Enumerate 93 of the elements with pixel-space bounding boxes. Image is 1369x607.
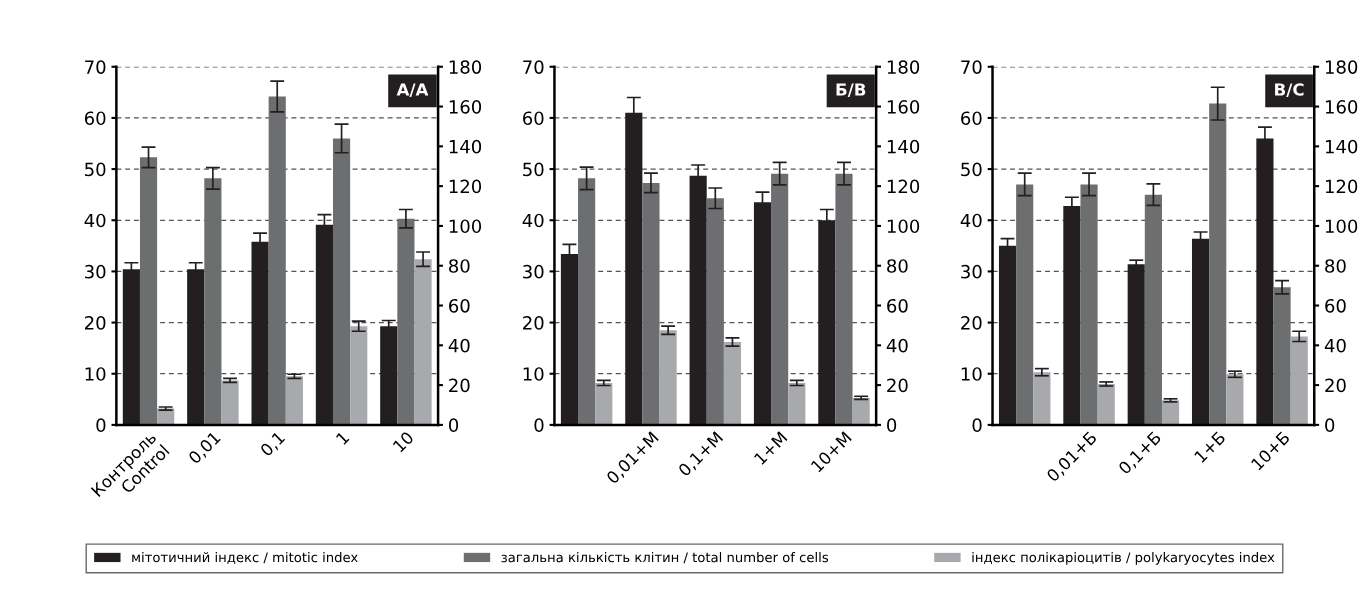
bar	[659, 330, 677, 425]
y2-tick-label: 40	[1324, 338, 1346, 353]
y2-tick-label: 100	[1325, 219, 1358, 234]
y-tick-label: 10	[961, 367, 982, 381]
y-tick-label: 40	[522, 213, 544, 228]
bar	[1033, 372, 1051, 425]
y2-tick-label: 180	[449, 60, 482, 74]
bar	[397, 218, 415, 425]
y2-tick-label: 0	[887, 418, 897, 433]
y-tick-label: 70	[523, 60, 544, 74]
bar	[268, 96, 286, 425]
y-tick-label: 0	[96, 418, 106, 433]
bar	[139, 157, 158, 425]
y2-tick-label: 140	[449, 139, 482, 154]
y2-tick-label: 100	[887, 219, 920, 234]
y2-tick-label: 160	[449, 100, 482, 114]
y2-tick-label: 120	[1325, 179, 1358, 194]
bar	[221, 380, 239, 425]
y-tick-label: 40	[84, 213, 106, 228]
y-tick-label: 70	[961, 60, 982, 74]
y2-tick-label: 160	[887, 100, 920, 114]
y2-tick-label: 180	[887, 60, 920, 74]
y2-tick-label: 140	[1325, 139, 1358, 154]
bar	[642, 182, 660, 425]
bar	[1144, 194, 1162, 425]
bar	[285, 376, 303, 425]
y2-tick-label: 80	[887, 259, 908, 273]
y-tick-label: 30	[85, 264, 106, 279]
y-tick-label: 60	[523, 111, 544, 126]
annotation: В/С	[1275, 83, 1304, 98]
y2-tick-label: 120	[887, 179, 920, 194]
x-tick-label: 1	[335, 431, 350, 445]
y2-tick-label: 20	[887, 378, 908, 393]
y-tick-label: 50	[523, 162, 544, 177]
y2-tick-label: 100	[449, 219, 482, 234]
y2-tick-label: 80	[449, 259, 470, 273]
y-tick-label: 20	[84, 316, 106, 330]
y2-tick-label: 20	[1325, 378, 1346, 393]
bar	[1080, 184, 1098, 425]
bar	[595, 382, 613, 425]
y2-tick-label: 160	[1325, 100, 1358, 114]
y-tick-label: 0	[534, 418, 544, 433]
y2-tick-label: 120	[449, 179, 482, 194]
bar	[578, 178, 596, 425]
y-tick-label: 30	[961, 264, 982, 279]
y2-tick-label: 80	[1325, 259, 1346, 273]
x-tick-label: 10	[392, 430, 415, 453]
bar	[204, 178, 222, 425]
bar	[332, 138, 351, 425]
y2-tick-label: 60	[1325, 298, 1346, 313]
y-tick-label: 30	[523, 264, 544, 279]
bar	[771, 173, 789, 425]
y-tick-label: 10	[85, 367, 106, 381]
y2-tick-label: 40	[886, 338, 908, 353]
bar	[835, 173, 853, 425]
bar	[1161, 400, 1180, 425]
bar	[723, 342, 742, 425]
bar	[350, 326, 368, 425]
bar	[1290, 336, 1308, 425]
y-tick-label: 10	[523, 367, 544, 381]
bar	[1097, 383, 1115, 425]
y2-tick-label: 60	[887, 298, 908, 313]
annotation: A/A	[396, 83, 429, 98]
x-tick-label: 0,1	[259, 431, 287, 459]
bar	[414, 259, 432, 425]
annotation: Б/В	[836, 83, 866, 98]
y2-tick-label: 0	[1325, 418, 1335, 433]
y2-tick-label: 60	[449, 298, 470, 313]
bar	[1273, 287, 1291, 425]
y2-tick-label: 40	[448, 338, 470, 353]
bar	[1127, 264, 1145, 425]
y2-tick-label: 180	[1325, 60, 1358, 74]
bar	[1016, 184, 1034, 425]
y-tick-label: 40	[960, 213, 982, 228]
y-tick-label: 60	[961, 111, 982, 126]
bar	[1226, 374, 1244, 425]
bar	[852, 397, 870, 425]
bar	[706, 198, 724, 425]
y-tick-label: 50	[961, 162, 982, 177]
legend-label: загальна кількість клітин / total number of cells	[501, 552, 829, 564]
y2-tick-label: 0	[448, 418, 459, 433]
y-tick-label: 60	[84, 111, 106, 126]
y-tick-label: 20	[961, 316, 982, 330]
bar	[788, 382, 806, 425]
y2-tick-label: 20	[449, 378, 470, 393]
y-tick-label: 0	[972, 418, 982, 433]
legend-label: мітотичний індекс / mitotic index	[132, 552, 358, 564]
y-tick-label: 70	[85, 60, 106, 74]
bar	[1209, 103, 1227, 425]
y-tick-label: 50	[85, 162, 106, 177]
y-tick-label: 20	[523, 316, 544, 330]
legend-label: індекс полікаріоцитів / polykaryocytes index	[972, 552, 1275, 565]
y2-tick-label: 140	[887, 139, 920, 154]
